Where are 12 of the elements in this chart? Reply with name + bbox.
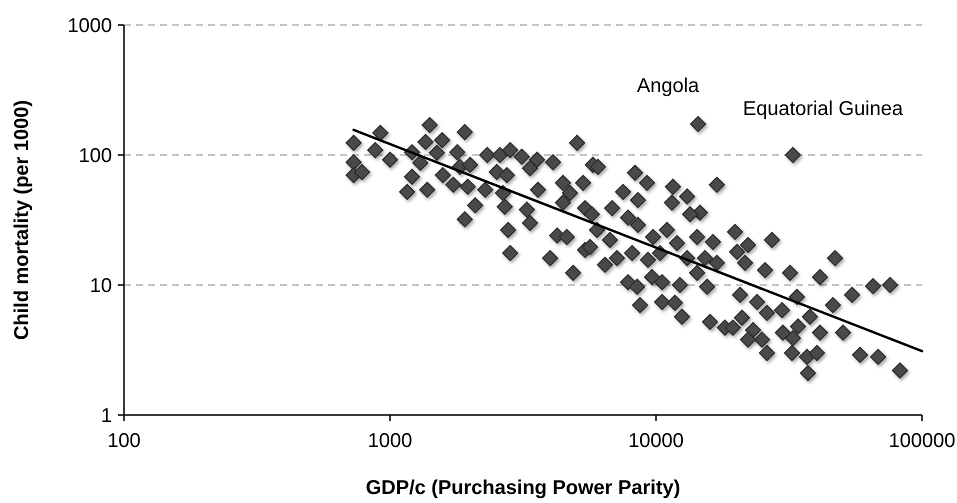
x-tick-label: 1000 (368, 430, 412, 452)
annotation: Equatorial Guinea (742, 98, 904, 120)
x-tick-label: 10000 (628, 430, 684, 452)
y-tick-label: 10 (90, 275, 112, 297)
y-tick-label: 1 (100, 405, 112, 427)
x-tick-label: 100000 (888, 430, 956, 452)
x-axis-title: GDP/c (Purchasing Power Parity) (366, 477, 680, 499)
y-tick-label: 1000 (68, 15, 112, 37)
x-tick-label: 100 (107, 430, 141, 452)
annotation: Angola (636, 75, 700, 98)
y-tick-label: 100 (78, 145, 112, 167)
y-axis-title: Child mortality (per 1000) (11, 100, 33, 340)
